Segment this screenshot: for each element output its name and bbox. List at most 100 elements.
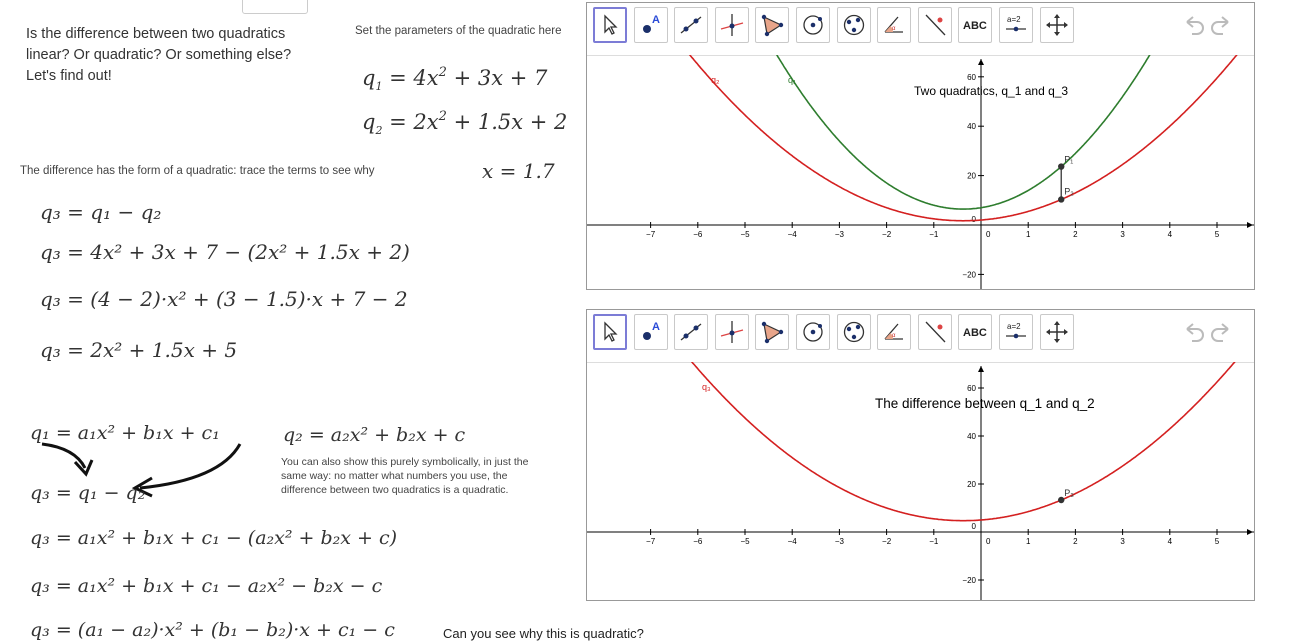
move-tool[interactable]	[593, 314, 627, 350]
q3-curve	[690, 362, 1236, 522]
circle-three-points-icon	[843, 14, 864, 36]
redo-icon	[1211, 323, 1229, 342]
perpendicular-icon	[720, 321, 743, 343]
symbolic-line-3[interactable]: q₃ = a₁x² + b₁x + c₁ − a₂x² − b₂x − c	[30, 575, 383, 597]
circle-tool[interactable]	[796, 7, 830, 43]
circle-three-points-tool[interactable]	[836, 314, 871, 350]
svg-text:ABC: ABC	[963, 327, 987, 339]
perpendicular-tool[interactable]	[714, 7, 749, 43]
symbolic-line-1[interactable]: q₃ = q₁ − q₂	[30, 482, 146, 504]
line-tool[interactable]	[674, 314, 709, 350]
x-axis-arrow	[1247, 222, 1253, 228]
reflect-tool[interactable]	[917, 7, 952, 43]
circle-tool[interactable]	[796, 314, 830, 350]
derivation-line-3[interactable]: q₃ = (4 − 2)·x² + (3 − 1.5)·x + 7 − 2	[40, 287, 408, 311]
symbolic-q1[interactable]: q₁ = a₁x² + b₁x + c₁	[30, 422, 220, 444]
svg-text:α: α	[892, 26, 896, 32]
symbolic-line-4[interactable]: q₃ = (a₁ − a₂)·x² + (b₁ − b₂)·x + c₁ − c	[30, 619, 395, 641]
polygon-icon	[762, 14, 784, 37]
redo-button[interactable]	[1209, 320, 1233, 344]
x-tick-label: 1	[1026, 230, 1031, 239]
undo-button[interactable]	[1182, 320, 1206, 344]
y-tick-label: 0	[972, 522, 977, 531]
slider-icon: a=2	[1006, 322, 1026, 339]
move-graphics-tool[interactable]	[1039, 314, 1074, 350]
slider-icon: a=2	[1006, 15, 1026, 32]
x-tick-label: 0	[986, 537, 991, 546]
q2-label: q₂	[711, 75, 720, 85]
circle-three-points-tool[interactable]	[836, 7, 871, 43]
move-tool[interactable]	[593, 7, 627, 43]
point-p3	[1058, 496, 1065, 504]
svg-text:A: A	[652, 321, 660, 333]
x-tick-label: −2	[882, 537, 892, 546]
x-tick-label: −6	[693, 230, 703, 239]
derivation-line-1[interactable]: q₃ = q₁ − q₂	[40, 200, 162, 224]
trace-label: The difference has the form of a quadrat…	[20, 165, 375, 177]
svg-text:A: A	[652, 14, 660, 26]
svg-text:a=2: a=2	[1007, 15, 1021, 24]
q2-param-equation[interactable]: q2 = 2x2 + 1.5x + 2	[362, 108, 568, 138]
x-tick-label: −5	[740, 537, 750, 546]
graph1-title: Two quadratics, q_1 and q_3	[914, 84, 1069, 98]
reflect-icon	[925, 14, 946, 36]
circle-icon	[803, 15, 823, 35]
x-value[interactable]: x = 1.7	[482, 159, 555, 183]
top-stub-button[interactable]	[242, 0, 308, 14]
angle-icon: α	[884, 323, 904, 340]
svg-text:ABC: ABC	[963, 20, 987, 32]
derivation-line-2[interactable]: q₃ = 4x² + 3x + 7 − (2x² + 1.5x + 2)	[40, 240, 410, 264]
polygon-tool[interactable]	[755, 314, 790, 350]
undo-icon	[1186, 323, 1204, 342]
move-graphics-tool[interactable]	[1039, 7, 1074, 43]
line-tool[interactable]	[674, 7, 709, 43]
x-tick-label: 2	[1073, 230, 1078, 239]
polygon-tool[interactable]	[755, 7, 790, 43]
y-tick-label: 60	[967, 73, 976, 82]
params-label: Set the parameters of the quadratic here	[355, 25, 562, 37]
perpendicular-icon	[720, 14, 743, 36]
point-p2	[1058, 196, 1065, 203]
x-tick-label: −2	[882, 230, 892, 239]
q1-label: q₁	[788, 75, 796, 85]
reflect-tool[interactable]	[917, 314, 952, 350]
point-p3-label: P₃	[1064, 488, 1074, 498]
graph2-canvas[interactable]: −7 −6 −5 −4 −3 −2 −1 0 1 2 3 4 5 60 40 20 0 −20 q₃ P₃	[587, 362, 1254, 600]
q1-param-equation[interactable]: q1 = 4x2 + 3x + 7	[362, 64, 548, 94]
angle-tool[interactable]: α	[877, 7, 912, 43]
redo-button[interactable]	[1209, 13, 1233, 37]
y-tick-label: −20	[962, 270, 976, 279]
slider-tool[interactable]: a=2	[999, 314, 1033, 350]
x-tick-label: −5	[740, 230, 750, 239]
circle-three-points-icon	[843, 321, 864, 343]
undo-icon	[1186, 16, 1204, 35]
x-tick-label: 5	[1215, 230, 1220, 239]
point-tool[interactable]: A	[633, 7, 668, 43]
text-icon: ABC	[963, 327, 987, 339]
symbolic-q2[interactable]: q₂ = a₂x² + b₂x + c	[283, 424, 466, 446]
move-icon	[604, 321, 618, 342]
y-tick-label: 60	[967, 384, 976, 393]
y-axis-arrow	[978, 366, 984, 372]
circle-icon	[803, 322, 823, 342]
x-tick-label: 3	[1120, 537, 1125, 546]
derivation-line-4[interactable]: q₃ = 2x² + 1.5x + 5	[40, 338, 238, 362]
text-tool[interactable]: ABC	[958, 7, 993, 43]
symbolic-line-2[interactable]: q₃ = a₁x² + b₁x + c₁ − (a₂x² + b₂x + c)	[30, 527, 398, 549]
line-icon	[680, 16, 702, 34]
point-icon: A	[642, 321, 660, 340]
svg-text:α: α	[892, 333, 896, 339]
undo-button[interactable]	[1182, 13, 1206, 37]
graph1-canvas[interactable]: −7 −6 −5 −4 −3 −2 −1 0 1 2 3 4 5 60 40 20 0 −20 q₂ q₁ P₁ P₂	[587, 55, 1254, 289]
line-icon	[680, 323, 702, 341]
point-tool[interactable]: A	[633, 314, 668, 350]
perpendicular-tool[interactable]	[714, 314, 749, 350]
slider-tool[interactable]: a=2	[999, 7, 1033, 43]
angle-tool[interactable]: α	[877, 314, 912, 350]
text-tool[interactable]: ABC	[958, 314, 993, 350]
x-tick-label: 5	[1215, 537, 1220, 546]
